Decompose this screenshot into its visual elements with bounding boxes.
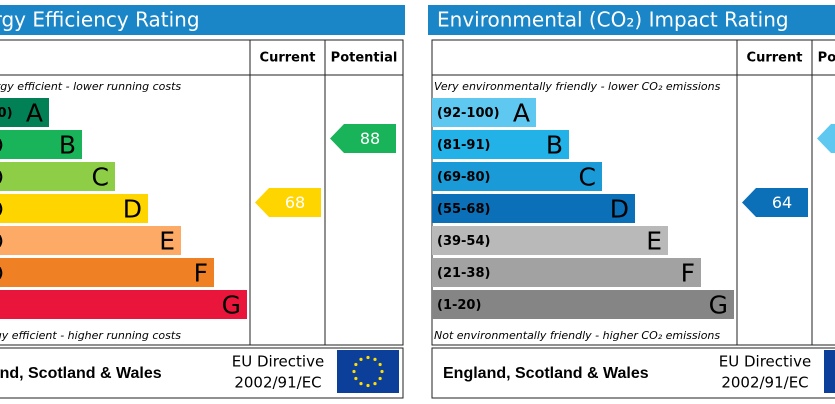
bottom-note: Not environmentally friendly - higher CO… — [434, 329, 720, 342]
footer-region: England, Scotland & Wales — [443, 365, 649, 382]
band-range: (39-54) — [0, 234, 3, 249]
band-letter: D — [610, 195, 629, 224]
band-letter: G — [222, 291, 241, 320]
rating-band — [432, 130, 569, 159]
rating-band — [0, 130, 82, 159]
rating-band — [432, 194, 635, 223]
rating-band — [0, 162, 115, 191]
band-range: (69-80) — [437, 170, 490, 185]
eu-star — [352, 369, 356, 374]
band-range: (81-91) — [0, 138, 3, 153]
rating-arrow — [330, 124, 396, 153]
environment-panel: Environmental (CO₂) Impact Rating Current… — [428, 5, 835, 399]
eu-star — [359, 357, 363, 361]
rating-band — [432, 162, 602, 191]
rating-band — [0, 98, 49, 127]
title-bar — [0, 5, 405, 35]
rating-value: 64 — [772, 193, 792, 212]
table-frame — [431, 39, 835, 346]
rating-band — [0, 194, 148, 223]
band-range: (55-68) — [0, 202, 3, 217]
eu-star — [354, 376, 358, 381]
eu-star — [366, 383, 370, 388]
eu-star — [373, 382, 377, 386]
footer-frame — [431, 347, 835, 399]
band-range: (81-91) — [437, 138, 490, 153]
rating-value: 68 — [285, 193, 305, 212]
rating-band — [432, 258, 701, 287]
clipped-arrow — [817, 124, 835, 153]
eu-flag — [824, 350, 835, 393]
band-letter: A — [513, 99, 530, 128]
rating-band — [432, 290, 734, 319]
band-letter: C — [579, 163, 596, 192]
rating-band — [432, 226, 668, 255]
table-frame — [0, 39, 404, 346]
rating-value: 88 — [360, 129, 380, 148]
band-range: (69-80) — [0, 170, 3, 185]
band-range: (21-38) — [437, 266, 490, 281]
panel-title: Environmental (CO₂) Impact Rating — [437, 8, 789, 32]
column-header: Potential — [818, 51, 835, 66]
band-range: (21-38) — [0, 266, 3, 281]
band-letter: C — [92, 163, 109, 192]
eu-star — [359, 382, 363, 386]
rating-arrow — [255, 188, 321, 217]
directive: 2002/91/EC — [721, 374, 808, 392]
band-letter: F — [194, 259, 208, 288]
footer-frame — [0, 347, 404, 399]
band-letter: B — [546, 131, 563, 160]
top-note: Very energy efficient - lower running co… — [0, 80, 181, 93]
band-range: (92-100) — [437, 106, 500, 121]
eu-star — [366, 355, 370, 360]
band-letter: B — [59, 131, 76, 160]
directive: EU Directive — [719, 353, 811, 371]
eu-star — [380, 369, 384, 374]
band-letter: A — [26, 99, 43, 128]
band-letter: E — [646, 227, 662, 256]
title-bar — [428, 5, 835, 35]
rating-band — [0, 258, 214, 287]
band-range: (92-100) — [0, 106, 13, 121]
energy-panel: Energy Efficiency Rating Current Potential… — [0, 5, 405, 399]
band-letter: D — [123, 195, 142, 224]
column-header: Current — [747, 51, 803, 66]
directive: EU Directive — [232, 353, 324, 371]
band-letter: E — [159, 227, 175, 256]
rating-band — [432, 98, 536, 127]
band-letter: F — [681, 259, 695, 288]
band-letter: G — [709, 291, 728, 320]
column-header: Current — [260, 51, 316, 66]
eu-star — [378, 362, 382, 367]
rating-arrow — [742, 188, 808, 217]
panel-title: Energy Efficiency Rating — [0, 8, 200, 32]
column-header: Potential — [331, 51, 398, 66]
rating-band — [0, 290, 247, 319]
eu-star — [378, 376, 382, 381]
band-range: (55-68) — [437, 202, 490, 217]
eu-star — [373, 357, 377, 361]
directive: 2002/91/EC — [234, 374, 321, 392]
band-range: (1-20) — [437, 298, 481, 313]
band-range: (39-54) — [437, 234, 490, 249]
eu-star — [354, 362, 358, 367]
rating-band — [0, 226, 181, 255]
top-note: Very environmentally friendly - lower CO… — [434, 80, 721, 93]
bottom-note: Not energy efficient - higher running co… — [0, 329, 181, 342]
footer-region: England, Scotland & Wales — [0, 365, 162, 382]
